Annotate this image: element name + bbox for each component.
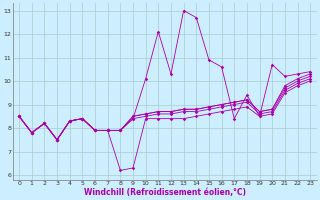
X-axis label: Windchill (Refroidissement éolien,°C): Windchill (Refroidissement éolien,°C) xyxy=(84,188,246,197)
